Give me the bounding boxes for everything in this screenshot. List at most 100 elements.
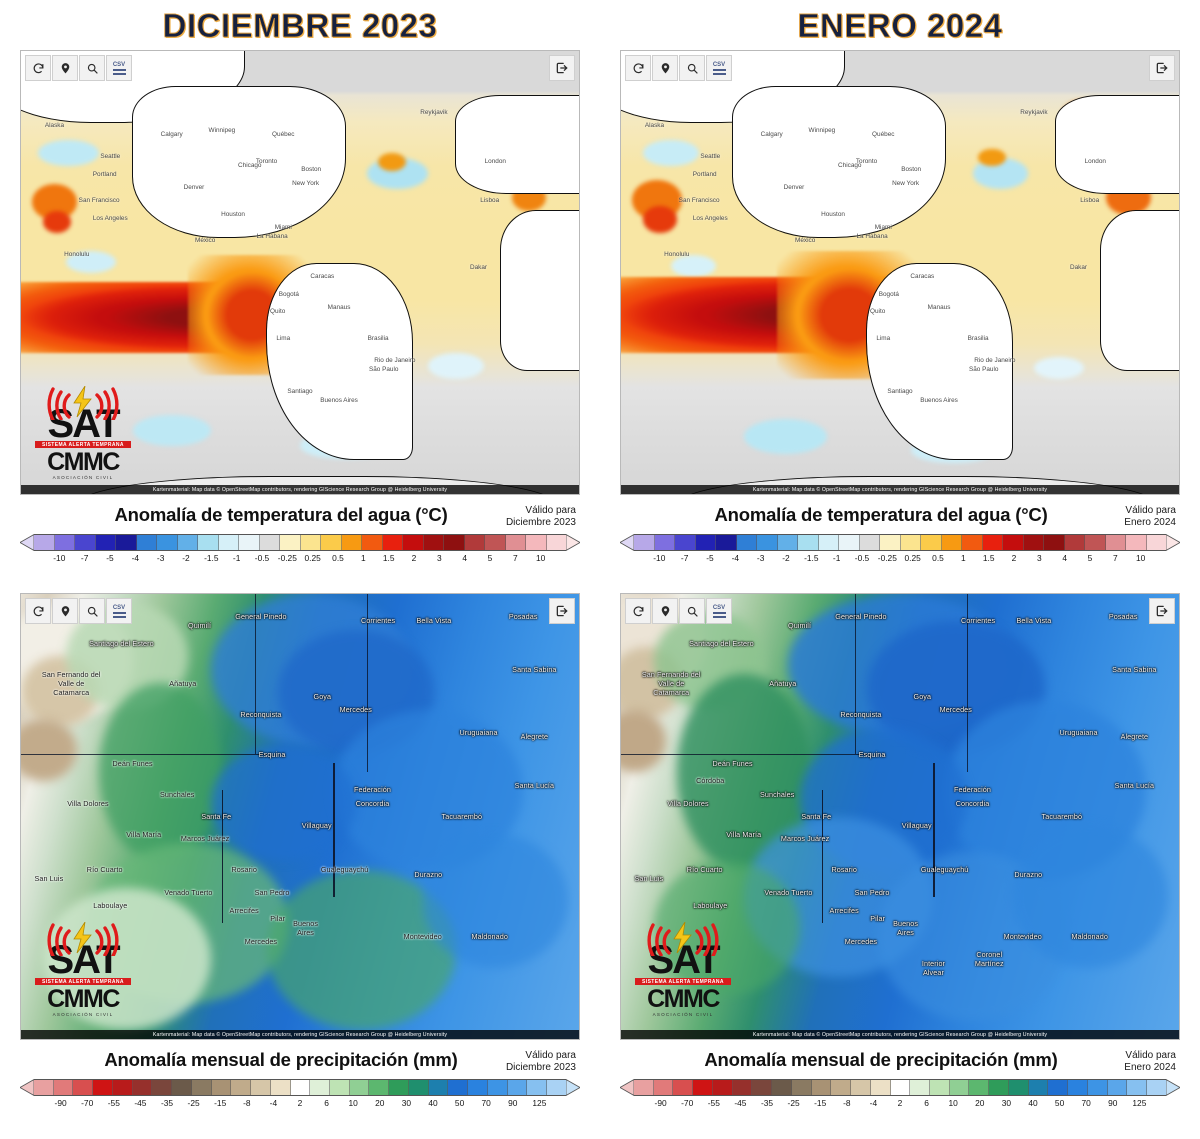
valid-label: Válido para: [525, 505, 576, 517]
valid-label: Válido para: [525, 1050, 576, 1061]
colorbar-high-cap: [566, 1078, 580, 1096]
colorbar-tick: 7: [1112, 552, 1118, 563]
landmass-africa: [499, 209, 579, 372]
colorbar-tick: 0.25: [304, 552, 321, 563]
export-icon[interactable]: [549, 55, 575, 82]
csv-icon[interactable]: CSV: [706, 598, 732, 624]
cmmc-subtitle: ASOCIACIÓN CIVIL: [652, 1012, 714, 1017]
colorbar-tick: 125: [532, 1097, 547, 1108]
map-toolbar[interactable]: CSV: [625, 55, 732, 82]
export-icon[interactable]: [1149, 598, 1175, 624]
legend-precip-enero: Anomalía mensual de precipitación (mm) V…: [620, 1040, 1180, 1110]
refresh-icon[interactable]: [625, 55, 651, 82]
magnifier-icon[interactable]: [679, 598, 705, 624]
city-label: Deán Funes: [712, 758, 753, 768]
sat-signal-icon: [35, 385, 131, 420]
city-label: Villa María: [126, 829, 162, 839]
csv-label: CSV: [712, 61, 726, 68]
csv-icon[interactable]: CSV: [106, 598, 132, 624]
city-label: Pilar: [870, 914, 886, 924]
city-label: San Luis: [634, 874, 664, 884]
map-precip-diciembre[interactable]: Santiago del Estero Quimilí General Pine…: [20, 593, 580, 1040]
map-label: Houston: [221, 210, 245, 218]
city-label: Venado Tuerto: [164, 887, 213, 897]
map-label: Caracas: [310, 272, 335, 280]
refresh-icon[interactable]: [625, 598, 651, 624]
landmass-europe: [455, 94, 579, 195]
map-label: La Habana: [856, 232, 888, 240]
city-label: Esquina: [858, 749, 886, 759]
colorbar-tick: -10: [53, 552, 66, 563]
map-precip-enero[interactable]: Santiago del Estero Quimilí General Pine…: [620, 593, 1180, 1040]
colorbar-tick: -1: [832, 552, 841, 563]
colorbar-tick: 70: [481, 1097, 491, 1108]
colorbar-tick: -4: [731, 552, 740, 563]
csv-label: CSV: [712, 604, 726, 611]
location-pin-icon[interactable]: [52, 55, 78, 82]
colorbar-high-cap: [1166, 1078, 1180, 1096]
magnifier-icon[interactable]: [679, 55, 705, 82]
colorbar-tick: 0.25: [904, 552, 921, 563]
city-label: Goya: [313, 691, 332, 701]
precip-dry-blob: [621, 709, 666, 772]
sat-signal-icon: [35, 922, 131, 957]
colorbar-tick: 70: [1081, 1097, 1091, 1108]
csv-icon[interactable]: CSV: [706, 55, 732, 82]
city-label: Laboulaye: [93, 901, 128, 911]
map-toolbar[interactable]: CSV: [625, 598, 732, 624]
magnifier-icon[interactable]: [79, 598, 105, 624]
refresh-icon[interactable]: [25, 55, 51, 82]
colorbar-tick: 3: [1036, 552, 1042, 563]
cool-anomaly-blob: [132, 414, 211, 446]
map-label: Denver: [183, 184, 205, 192]
export-icon[interactable]: [549, 598, 575, 624]
colorbar-low-cap: [620, 1078, 634, 1096]
map-toolbar[interactable]: CSV: [25, 598, 132, 624]
map-label: Lima: [276, 334, 291, 342]
precip-wet-blob: [654, 861, 800, 995]
map-label: Santiago: [287, 387, 313, 395]
map-label: Portland: [92, 170, 117, 178]
cmmc-wordmark: CMMC: [47, 985, 120, 1013]
admin-border: [621, 754, 867, 756]
map-label: Santiago: [887, 387, 913, 395]
valid-period: Enero 2024: [1124, 1061, 1176, 1073]
csv-icon[interactable]: CSV: [106, 55, 132, 82]
sst-raster-diciembre: Alaska Calgary Winnipeg Québec Toronto B…: [21, 51, 579, 495]
map-label: Winnipeg: [208, 126, 236, 134]
city-label: San Fernando del Valle de Catamarca: [41, 669, 101, 697]
map-toolbar[interactable]: CSV: [25, 55, 132, 82]
map-sst-enero[interactable]: Alaska Calgary Winnipeg Québec Toronto B…: [620, 50, 1180, 496]
landmass-usa: [131, 85, 346, 239]
valid-label: Válido para: [1125, 1050, 1176, 1061]
location-pin-icon[interactable]: [652, 55, 678, 82]
colorbar-tick: 1: [360, 552, 366, 563]
colorbar-tick: -5: [706, 552, 714, 563]
location-pin-icon[interactable]: [52, 598, 78, 624]
colorbar-tick: 50: [454, 1097, 465, 1108]
precip-wet-blob: [422, 834, 568, 968]
city-label: Concordia: [955, 798, 990, 808]
city-label: Santiago del Estero: [89, 638, 154, 648]
colorbar-tick: -15: [214, 1097, 227, 1108]
city-label: Uruguaiana: [459, 727, 498, 737]
city-label: Sunchales: [160, 789, 195, 799]
city-label: Santa Sabina: [1112, 665, 1157, 675]
colorbar-tick: -1: [232, 552, 241, 563]
colorbar-tick: 90: [508, 1097, 518, 1108]
colorbar-tick: -4: [869, 1097, 878, 1108]
location-pin-icon[interactable]: [652, 598, 678, 624]
map-sst-diciembre[interactable]: Alaska Calgary Winnipeg Québec Toronto B…: [20, 50, 580, 496]
colorbar-cells: [34, 1078, 566, 1096]
map-label: Los Angeles: [92, 215, 128, 223]
map-label: Rio de Janeiro: [974, 356, 1016, 364]
warm-anomaly-blob: [43, 210, 72, 233]
magnifier-icon[interactable]: [79, 55, 105, 82]
export-icon[interactable]: [1149, 55, 1175, 82]
map-label: Honolulu: [64, 250, 90, 258]
city-label: Mercedes: [939, 705, 972, 715]
refresh-icon[interactable]: [25, 598, 51, 624]
sat-tagline: SISTEMA ALERTA TEMPRANA: [35, 441, 131, 449]
precip-wet-blob: [99, 683, 222, 861]
city-label: Maldonado: [1071, 932, 1108, 942]
